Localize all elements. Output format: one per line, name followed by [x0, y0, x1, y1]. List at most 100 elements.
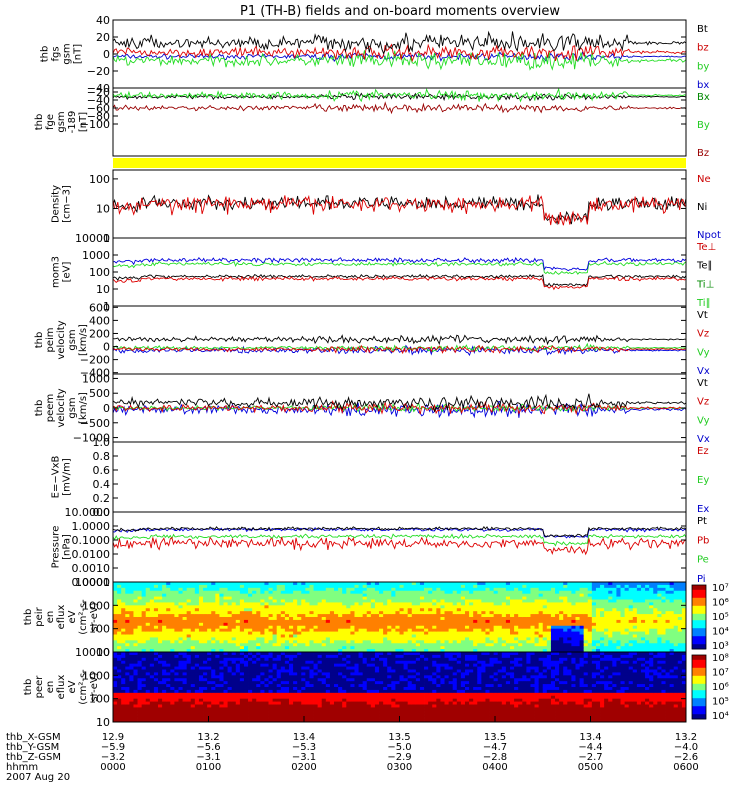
xtick-label: −3.1 [292, 752, 316, 763]
xtick-label: −4.0 [674, 742, 698, 753]
ytick-label: 600 [89, 301, 110, 314]
colorbar-peer: 10⁴ 10⁵ 10⁶ 10⁷ 10⁸ [691, 653, 729, 722]
xtick-label: −3.2 [101, 752, 125, 763]
legend-Vz: Vz [697, 329, 709, 340]
series-temp-Te_perp [112, 275, 687, 291]
ytick-label: 1000 [82, 249, 110, 262]
ylabel-line: en [45, 611, 56, 624]
ytick-label: 400 [89, 314, 110, 327]
ylabel-line: Pressure [51, 526, 62, 569]
ylabel-line: gsm [67, 397, 78, 418]
panel-density: 1 10 100 Density [cm−3] Ne Ni Npot [51, 169, 721, 245]
xaxis-row-label: 2007 Aug 20 [6, 772, 70, 783]
series-pressure-Pb [112, 536, 687, 556]
legend-Te∥: Te∥ [696, 261, 713, 272]
ylabel-line: eV [67, 610, 78, 623]
panel-peem: −1000 −500 0 500 1000 thb peem velocity gsm [km/s… [34, 372, 710, 445]
panel-fgs: −40 −20 0 20 40 thb fgs gsm [nT] Bt bz by bx [40, 14, 710, 95]
series-fgs-bx [112, 51, 687, 63]
xtick-label: −5.0 [387, 742, 411, 753]
ytick-label: 100 [89, 173, 110, 186]
series-density-Ne [112, 194, 687, 226]
legend-Bz: Bz [697, 148, 709, 159]
xtick-label: 12.9 [102, 732, 124, 743]
ylabel-line: gsm [62, 43, 73, 64]
ylabel-line: eflux [56, 675, 67, 700]
ylabel-line: velocity [56, 388, 67, 427]
colorbar-label: 10⁷ [712, 583, 729, 594]
series-fgs-by [112, 50, 687, 71]
ylabel-line: [mV/m] [62, 458, 73, 496]
figure-title: P1 (TH-B) fields and on-board moments ov… [240, 4, 560, 19]
legend-Ti⊥: Ti⊥ [696, 279, 714, 290]
colorbar-label: 10⁴ [712, 711, 729, 722]
legend-Npot: Npot [697, 230, 721, 241]
xtick-label: 0100 [196, 762, 221, 773]
panel-peer: 10⁴ 10⁵ 10⁶ 10⁷ 10⁸ 10 100 1000 10000 thb peer en ef… [23, 646, 729, 729]
ytick-label: 1000 [82, 669, 110, 682]
ylabel-line: gsm [67, 329, 78, 350]
ytick-label: −60 [87, 102, 110, 115]
ylabel-line: eflux [56, 605, 67, 630]
ytick-label: 0.1000 [72, 534, 111, 547]
xaxis-row-label: hhmm [6, 762, 38, 773]
ytick-label: 10000 [75, 232, 110, 245]
xtick-label: −3.1 [196, 752, 220, 763]
ylabel-line: thb [40, 46, 51, 63]
xtick-label: −4.4 [578, 742, 602, 753]
legend-Vx: Vx [697, 366, 710, 377]
colorbar-peir: 10³ 10⁴ 10⁵ 10⁶ 10⁷ [691, 583, 729, 652]
ytick-label: 0 [103, 341, 110, 354]
ylabel-line: [nT] [73, 44, 84, 64]
ytick-label: 10 [96, 716, 110, 729]
legend-Ez: Ez [697, 446, 709, 457]
series-density-Ni [112, 194, 687, 226]
panel-efield: 0.00.20.40.60.81.0 E=−VxB [mV/m] Ez Ey Ex [51, 436, 710, 519]
xaxis-row-label: thb_Y-GSM [6, 742, 59, 753]
legend-Vz: Vz [697, 397, 709, 408]
legend-by: by [697, 61, 709, 72]
ytick-label: 1000 [82, 372, 110, 385]
colorbar-label: 10⁵ [712, 612, 729, 623]
panel-fgs_dsl: −20−40−60−80−100 thb fge gsm -189 [nT] Bx By Bz [34, 86, 710, 159]
ytick-label: 100 [89, 623, 110, 636]
xtick-label: −2.9 [387, 752, 411, 763]
legend-Ne: Ne [697, 174, 711, 185]
ytick-label: 500 [89, 387, 110, 400]
ytick-label: 10 [96, 646, 110, 659]
legend-Bt: Bt [697, 24, 708, 35]
ytick-label: 1 [103, 300, 110, 313]
series-peim-Vz [112, 344, 687, 355]
ytick-label: −20 [87, 86, 110, 99]
ytick-label: −500 [80, 417, 110, 430]
legend-Ex: Ex [697, 504, 709, 515]
legend-Pb: Pb [697, 535, 709, 546]
ytick-label: 40 [96, 14, 110, 27]
colorbar-label: 10⁷ [712, 668, 729, 679]
spectrogram-peer [113, 652, 687, 723]
panel-pressure: 0.00010.00100.01000.10001.000010.0000Pre… [51, 506, 710, 589]
ylabel-line: thb [23, 609, 34, 626]
series-peim-Vt [112, 334, 686, 346]
xtick-label: −2.6 [674, 752, 698, 763]
panel-state [113, 158, 686, 168]
xtick-label: 0300 [387, 762, 412, 773]
frame-temp [112, 237, 687, 307]
xtick-label: 13.2 [197, 732, 219, 743]
xtick-label: 13.2 [675, 732, 697, 743]
ytick-label: −40 [87, 82, 110, 95]
ytick-label: −1000 [73, 432, 110, 445]
legend-Ti∥: Ti∥ [696, 298, 711, 309]
xtick-label: −5.3 [292, 742, 316, 753]
series-fgs_dsl-By [112, 87, 687, 103]
legend-Te⊥: Te⊥ [696, 242, 716, 253]
ylabel-line: (cm²-s- [78, 669, 89, 705]
xtick-label: −5.6 [196, 742, 220, 753]
colorbar-label: 10³ [712, 641, 729, 652]
ytick-label: 0.0100 [72, 548, 111, 561]
frame-pressure [112, 511, 687, 583]
xtick-label: −2.8 [483, 752, 507, 763]
xtick-label: 13.4 [579, 732, 601, 743]
ylabel-line: peem [45, 394, 56, 422]
